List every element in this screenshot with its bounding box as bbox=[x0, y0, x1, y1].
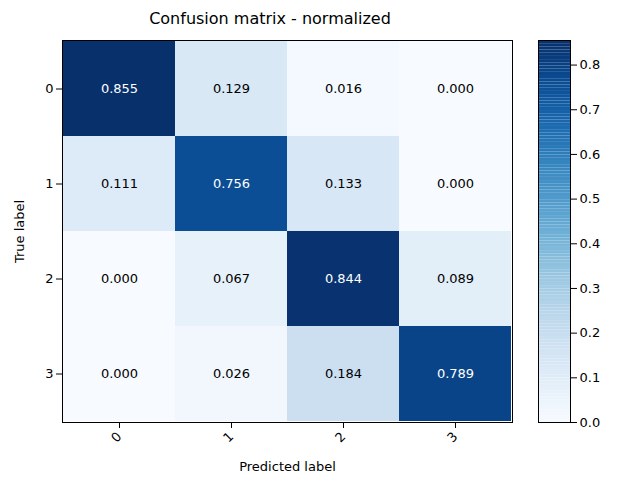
svg-text:0.855: 0.855 bbox=[101, 81, 138, 96]
svg-text:0.844: 0.844 bbox=[325, 271, 362, 286]
svg-text:0: 0 bbox=[108, 429, 124, 445]
svg-text:0.089: 0.089 bbox=[437, 271, 474, 286]
svg-text:0.000: 0.000 bbox=[437, 81, 474, 96]
svg-text:0.3: 0.3 bbox=[580, 281, 601, 296]
svg-text:0.133: 0.133 bbox=[325, 176, 362, 191]
svg-text:0.129: 0.129 bbox=[213, 81, 250, 96]
svg-text:True label: True label bbox=[12, 200, 27, 264]
svg-text:0.000: 0.000 bbox=[101, 366, 138, 381]
svg-text:0.4: 0.4 bbox=[580, 236, 601, 251]
svg-text:1: 1 bbox=[45, 176, 53, 191]
html-text:Confusion matrix - normalized: Confusion matrix - normalized bbox=[149, 9, 391, 28]
svg-text:0.0: 0.0 bbox=[580, 415, 601, 430]
svg-text:0.000: 0.000 bbox=[437, 176, 474, 191]
svg-text:0.8: 0.8 bbox=[580, 57, 601, 72]
svg-text:0.016: 0.016 bbox=[325, 81, 362, 96]
svg-text:3: 3 bbox=[444, 429, 460, 445]
svg-text:0.026: 0.026 bbox=[213, 366, 250, 381]
svg-text:Predicted label: Predicted label bbox=[239, 459, 336, 474]
svg-text:0.184: 0.184 bbox=[325, 366, 362, 381]
svg-text:0.7: 0.7 bbox=[580, 102, 601, 117]
svg-text:0: 0 bbox=[45, 81, 53, 96]
svg-text:1: 1 bbox=[220, 429, 236, 445]
svg-text:0.111: 0.111 bbox=[101, 176, 138, 191]
svg-text:0.000: 0.000 bbox=[101, 271, 138, 286]
svg-text:0.6: 0.6 bbox=[580, 147, 601, 162]
svg-text:0.1: 0.1 bbox=[580, 370, 601, 385]
svg-text:2: 2 bbox=[45, 271, 53, 286]
svg-text:0.5: 0.5 bbox=[580, 191, 601, 206]
svg-text:0.067: 0.067 bbox=[213, 271, 250, 286]
svg-text:0.2: 0.2 bbox=[580, 325, 601, 340]
svg-text:3: 3 bbox=[45, 366, 53, 381]
svg-text:2: 2 bbox=[332, 429, 348, 445]
svg-text:0.789: 0.789 bbox=[437, 366, 474, 381]
svg-text:0.756: 0.756 bbox=[213, 176, 250, 191]
